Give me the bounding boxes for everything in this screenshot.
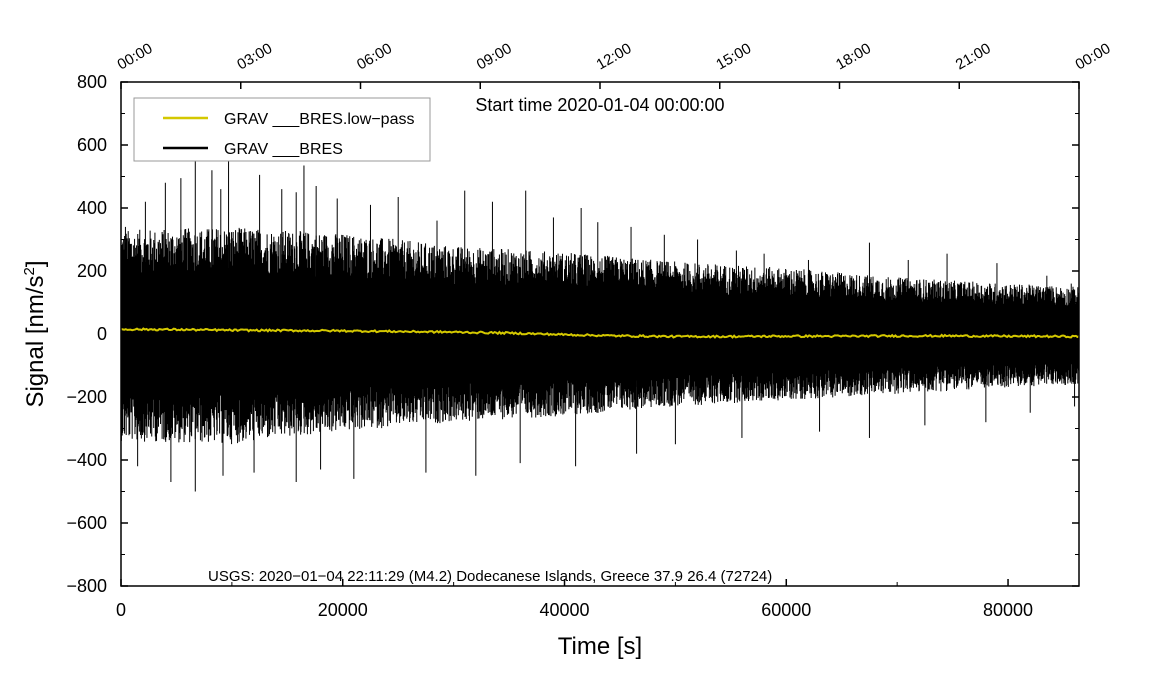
y-axis-title-sup: 2 (21, 267, 38, 275)
y-tick-label: 0 (97, 324, 107, 344)
y-axis-title-main: Signal [nm/s (22, 275, 49, 407)
y-tick-label: 400 (77, 198, 107, 218)
y-tick-label: −400 (66, 450, 107, 470)
legend: GRAV ___BRES.low−pass GRAV ___BRES (133, 97, 431, 162)
lowpass-series (120, 327, 1080, 339)
chart-title: Start time 2020-01-04 00:00:00 (475, 95, 724, 115)
y-tick-label: −600 (66, 513, 107, 533)
y-tick-label: 200 (77, 261, 107, 281)
y-tick-label: 800 (77, 72, 107, 92)
y-axis-title-end: ] (22, 260, 49, 267)
y-tick-label: −800 (66, 576, 107, 596)
legend-label-raw: GRAV ___BRES (224, 141, 343, 158)
x-tick-label: 80000 (983, 600, 1033, 620)
y-axis: −800 −600 −400 −200 0 200 400 600 800 (66, 72, 1079, 596)
x-tick-label: 0 (116, 600, 126, 620)
x-tick-label: 20000 (318, 600, 368, 620)
x-axis: 0 20000 40000 60000 80000 (116, 579, 1033, 620)
x-tick-label: 60000 (761, 600, 811, 620)
y-axis-title: Signal [nm/s2] (21, 260, 49, 407)
earthquake-annotation: USGS: 2020−01−04 22:11:29 (M4.2) Dodecan… (208, 568, 772, 585)
x-axis-title: Time [s] (558, 633, 642, 660)
legend-label-lowpass: GRAV ___BRES.low−pass (224, 111, 414, 128)
y-tick-label: 600 (77, 135, 107, 155)
lowpass-line (120, 327, 1080, 339)
x-tick-label: 40000 (539, 600, 589, 620)
y-tick-label: −200 (66, 387, 107, 407)
legend-box (133, 97, 431, 162)
